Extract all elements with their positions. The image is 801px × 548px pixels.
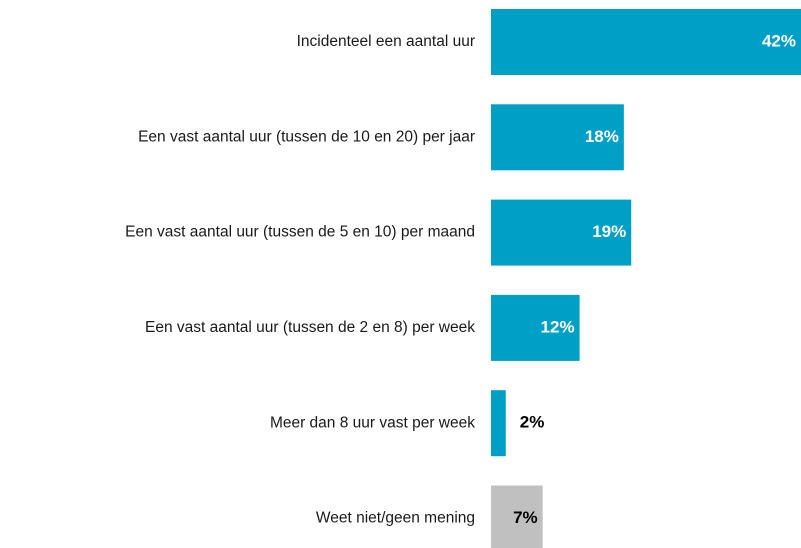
category-label: Een vast aantal uur (tussen de 10 en 20)…	[138, 128, 475, 145]
value-label: 18%	[585, 127, 619, 146]
bar	[491, 485, 543, 548]
category-label: Incidenteel een aantal uur	[297, 33, 475, 50]
category-label: Meer dan 8 uur vast per week	[270, 414, 475, 431]
value-label: 42%	[762, 31, 796, 50]
category-label: Weet niet/geen mening	[316, 510, 475, 527]
value-label: 7%	[513, 508, 538, 527]
bar	[491, 390, 506, 457]
bar	[491, 104, 624, 171]
value-label: 19%	[592, 222, 626, 241]
value-label: 2%	[520, 413, 545, 432]
value-label: 12%	[541, 317, 575, 336]
bar	[491, 199, 632, 266]
category-label: Een vast aantal uur (tussen de 2 en 8) p…	[145, 319, 475, 336]
category-label: Een vast aantal uur (tussen de 5 en 10) …	[125, 224, 475, 241]
bar	[491, 294, 580, 361]
bar	[491, 9, 801, 75]
